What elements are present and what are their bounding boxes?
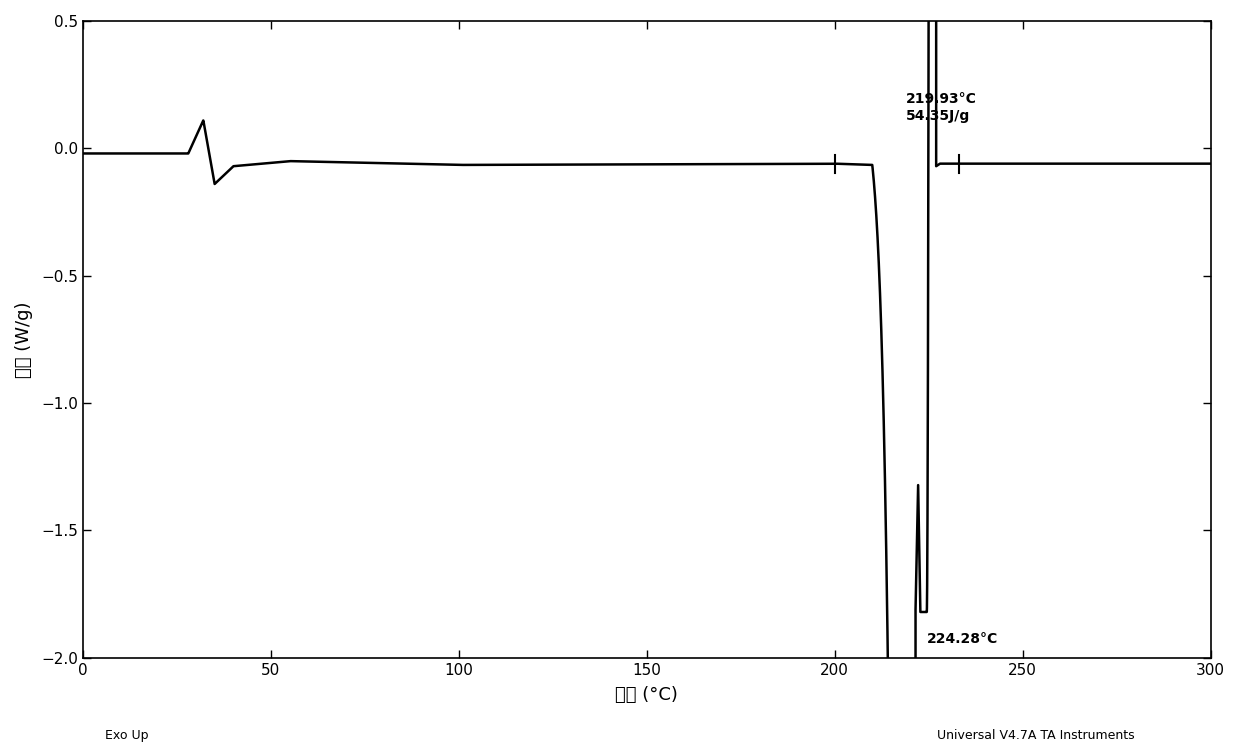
Text: Universal V4.7A TA Instruments: Universal V4.7A TA Instruments [937, 729, 1135, 742]
X-axis label: 温度 (°C): 温度 (°C) [615, 686, 678, 704]
Y-axis label: 热流 (W/g): 热流 (W/g) [15, 301, 33, 377]
Text: 224.28°C: 224.28°C [926, 632, 998, 646]
Text: 219.93°C
54.35J/g: 219.93°C 54.35J/g [906, 92, 977, 123]
Text: Exo Up: Exo Up [105, 729, 149, 742]
